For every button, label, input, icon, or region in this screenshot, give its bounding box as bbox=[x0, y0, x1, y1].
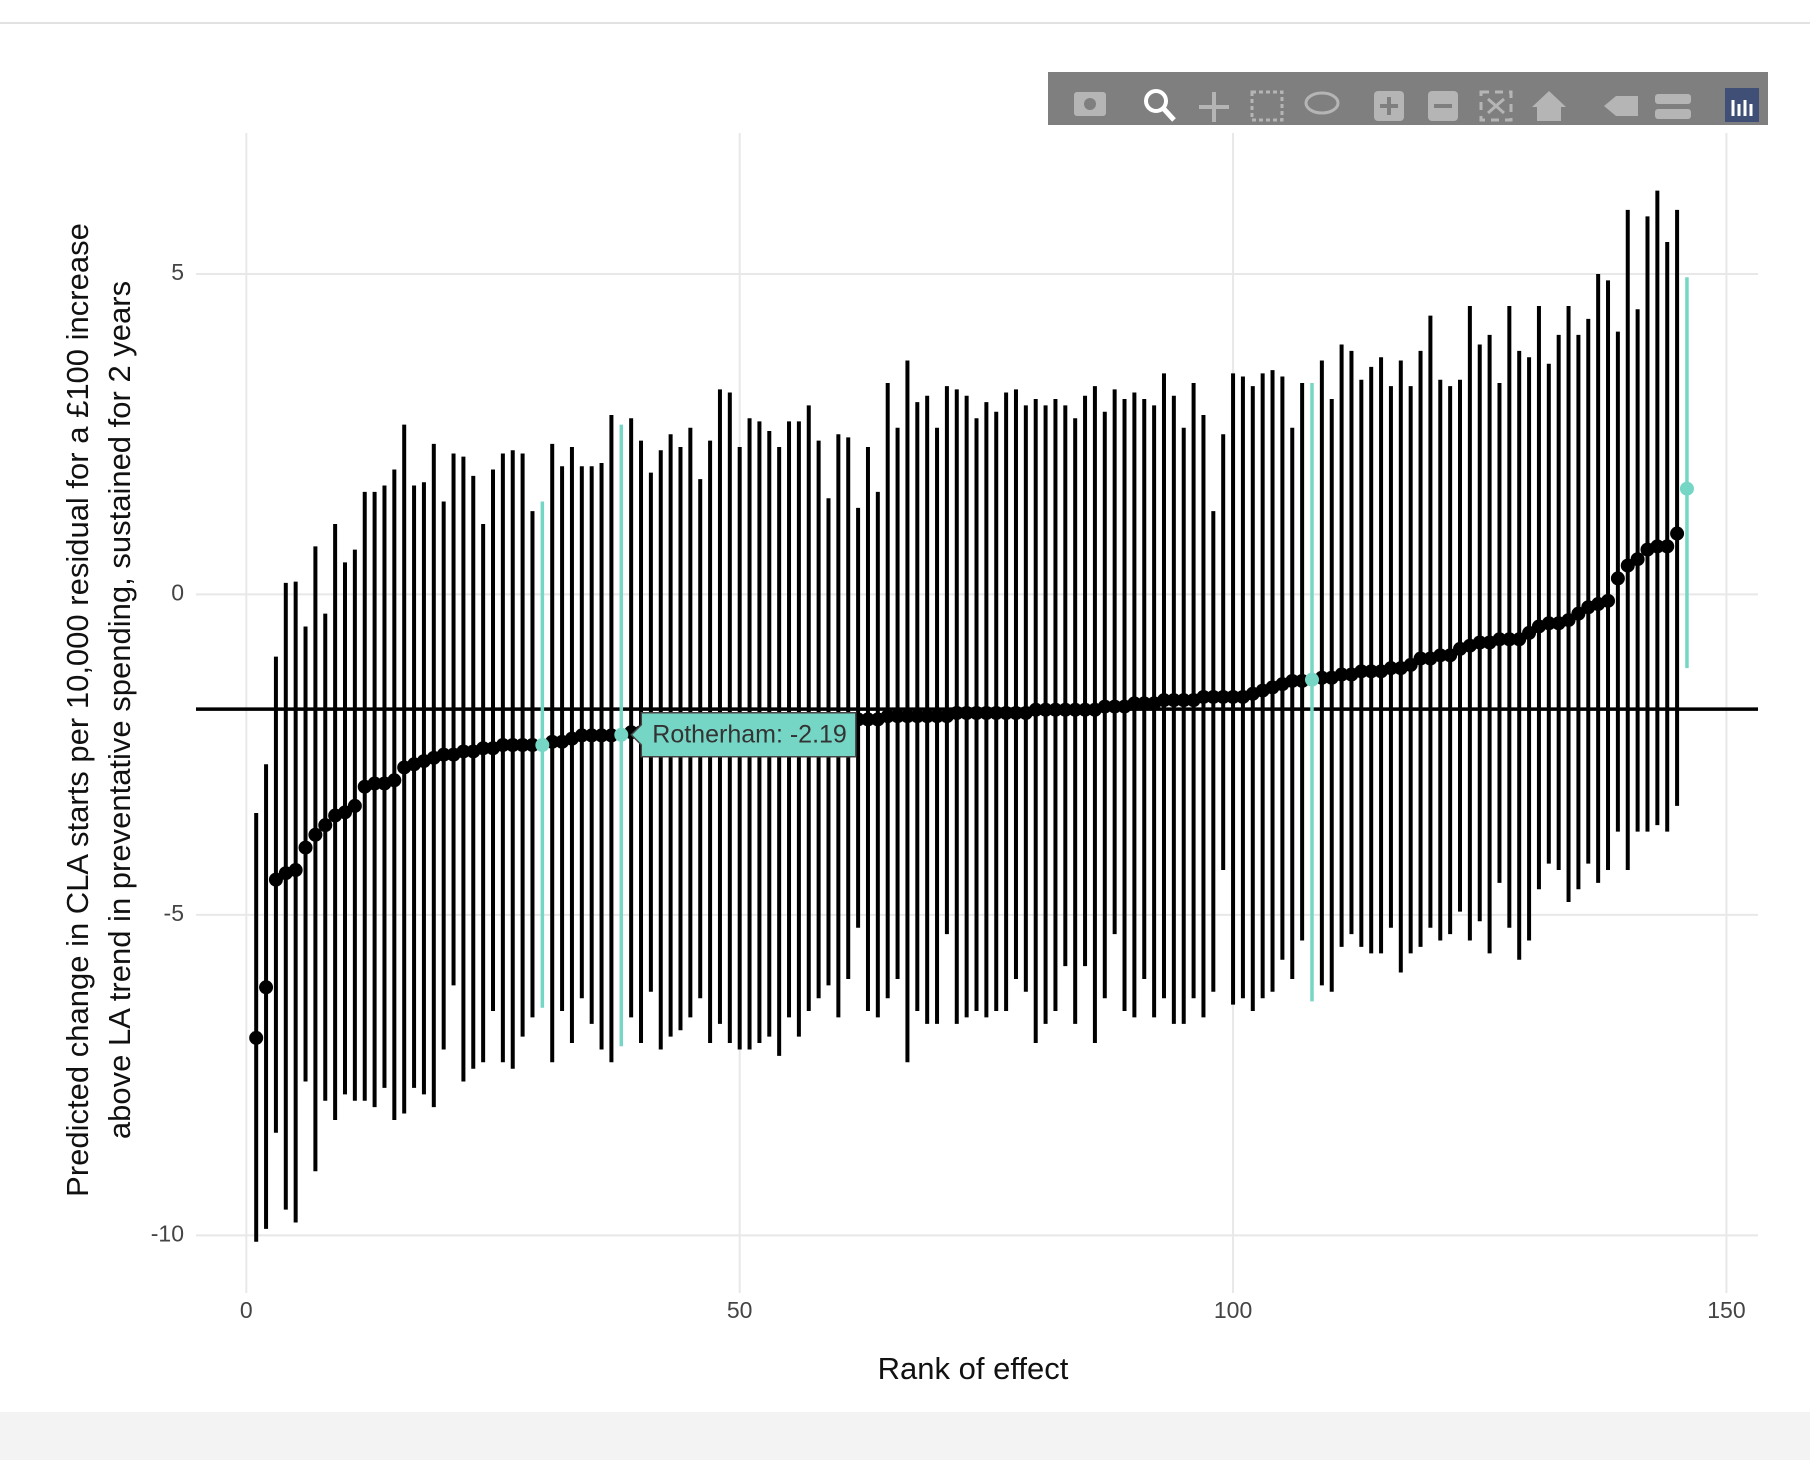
point bbox=[1196, 689, 1211, 704]
point bbox=[367, 776, 382, 791]
point bbox=[476, 741, 491, 756]
y-tick-label: 0 bbox=[171, 580, 184, 606]
plotly-logo[interactable] bbox=[1725, 88, 1759, 122]
zoom-in-button[interactable] bbox=[1374, 91, 1404, 121]
point bbox=[890, 709, 905, 724]
point bbox=[1403, 657, 1418, 672]
point bbox=[910, 709, 925, 724]
point bbox=[614, 727, 629, 742]
point bbox=[1601, 593, 1616, 608]
hover-compare-button[interactable] bbox=[1655, 94, 1691, 119]
zoom-out-button[interactable] bbox=[1428, 91, 1458, 121]
point bbox=[1472, 635, 1487, 650]
series bbox=[535, 277, 1694, 1047]
point bbox=[1285, 673, 1300, 688]
modebar bbox=[1048, 72, 1768, 125]
point bbox=[337, 805, 352, 820]
point bbox=[515, 738, 530, 753]
point bbox=[259, 980, 274, 995]
point bbox=[1561, 613, 1576, 628]
y-tick-label: 5 bbox=[171, 259, 184, 285]
point bbox=[495, 738, 510, 753]
point bbox=[584, 728, 599, 743]
point bbox=[1571, 606, 1586, 621]
point bbox=[505, 738, 520, 753]
spike-lines-button[interactable] bbox=[1604, 96, 1638, 116]
x-tick-label: 150 bbox=[1707, 1297, 1745, 1323]
point bbox=[1433, 648, 1448, 663]
point bbox=[436, 747, 451, 762]
point bbox=[1127, 696, 1142, 711]
y-axis-title: Predicted change in CLA starts per 10,00… bbox=[60, 223, 137, 1197]
point bbox=[347, 798, 362, 813]
point bbox=[1354, 664, 1369, 679]
reset-axes-button[interactable] bbox=[1532, 91, 1566, 121]
point bbox=[1137, 696, 1152, 711]
point bbox=[268, 872, 283, 887]
point bbox=[900, 709, 915, 724]
zoom-button[interactable] bbox=[1144, 89, 1176, 122]
point bbox=[525, 738, 540, 753]
point bbox=[249, 1030, 264, 1045]
point bbox=[1383, 661, 1398, 676]
point bbox=[1492, 632, 1507, 647]
point bbox=[1176, 693, 1191, 708]
point bbox=[1364, 664, 1379, 679]
tooltip-box bbox=[630, 712, 857, 758]
point bbox=[1502, 632, 1517, 647]
point bbox=[288, 863, 303, 878]
tooltip-text: Rotherham: -2.19 bbox=[652, 720, 847, 748]
point bbox=[1660, 539, 1675, 554]
point bbox=[930, 709, 945, 724]
point bbox=[1334, 667, 1349, 682]
autoscale-button[interactable] bbox=[1479, 90, 1513, 122]
y-axis-title-line: above LA trend in preventative spending,… bbox=[102, 281, 137, 1139]
point bbox=[880, 709, 895, 724]
point bbox=[920, 709, 935, 724]
box-select-button[interactable] bbox=[1250, 90, 1284, 122]
point bbox=[1620, 558, 1635, 573]
point bbox=[1226, 689, 1241, 704]
point bbox=[1650, 539, 1665, 554]
point bbox=[594, 728, 609, 743]
x-tick-label: 100 bbox=[1214, 1297, 1252, 1323]
pan-button[interactable] bbox=[1199, 92, 1229, 122]
y-axis-title-line: Predicted change in CLA starts per 10,00… bbox=[60, 223, 95, 1197]
point bbox=[1512, 632, 1527, 647]
point bbox=[535, 738, 550, 753]
point bbox=[387, 773, 402, 788]
point bbox=[1630, 552, 1645, 567]
x-axis-title: Rank of effect bbox=[878, 1351, 1069, 1386]
x-tick-label: 0 bbox=[240, 1297, 253, 1323]
point bbox=[1679, 481, 1694, 496]
point bbox=[1443, 648, 1458, 663]
point bbox=[860, 712, 875, 727]
plot-area bbox=[196, 133, 1758, 1293]
y-tick-label: -5 bbox=[164, 900, 184, 926]
point bbox=[1156, 693, 1171, 708]
point bbox=[1216, 689, 1231, 704]
tooltip: Rotherham: -2.19 bbox=[630, 712, 857, 758]
x-tick-label: 50 bbox=[727, 1297, 753, 1323]
y-tick-label: -10 bbox=[151, 1220, 184, 1246]
point bbox=[308, 827, 323, 842]
point bbox=[1206, 689, 1221, 704]
point bbox=[456, 744, 471, 759]
point bbox=[1166, 693, 1181, 708]
point bbox=[1522, 625, 1537, 640]
point bbox=[1541, 616, 1556, 631]
lasso-select-button[interactable] bbox=[1304, 91, 1340, 115]
point bbox=[1610, 571, 1625, 586]
point bbox=[1304, 672, 1319, 687]
point bbox=[574, 728, 589, 743]
point bbox=[298, 840, 313, 855]
point bbox=[1670, 526, 1685, 541]
bottom-band bbox=[0, 1412, 1810, 1460]
point bbox=[318, 818, 333, 833]
point bbox=[1413, 651, 1428, 666]
camera-button[interactable] bbox=[1074, 92, 1106, 116]
